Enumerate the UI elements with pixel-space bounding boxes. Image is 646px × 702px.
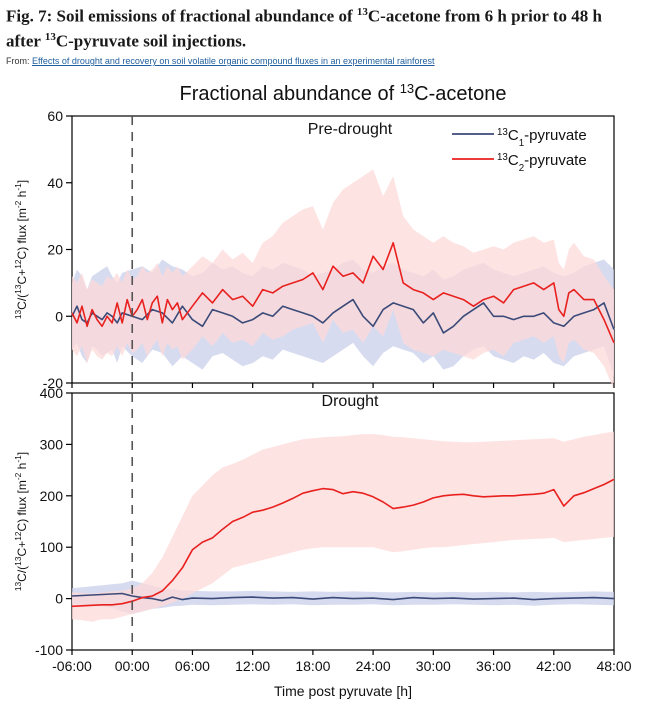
x-tick-label: 42:00: [536, 658, 571, 674]
legend-label-2: 13C2-pyruvate: [497, 152, 587, 174]
series-line-13C1-pyruvate: [71, 298, 615, 334]
panel-title: Pre-drought: [308, 121, 393, 138]
y-axis-label: 13C/(13C+12C) flux [m-2 h-1]: [13, 452, 29, 591]
x-tick-label: 36:00: [476, 658, 511, 674]
figure-title-sup-2: 13: [44, 30, 56, 43]
series-line-13C2-pyruvate: [71, 242, 615, 344]
panel-title: Drought: [322, 393, 379, 410]
y-tick-label: 100: [40, 539, 64, 555]
figure-title-part-b: C-acetone from 6 h prior to 48 h after: [6, 6, 602, 51]
figure-label: Fig. 7:: [6, 6, 53, 26]
x-tick-label: 30:00: [416, 658, 451, 674]
x-tick-label: 12:00: [235, 658, 270, 674]
y-tick-label: -100: [35, 642, 63, 658]
chart-title: Fractional abundance of 13C-acetone: [180, 81, 507, 106]
error-band-13C2-pyruvate: [72, 431, 614, 622]
x-tick-label: -06:00: [52, 658, 92, 674]
figure-title-sup-1: 13: [356, 6, 368, 18]
figure-title-part-c: C-pyruvate soil injections.: [55, 31, 247, 51]
y-tick-label: -20: [43, 375, 63, 391]
y-tick-label: 400: [40, 385, 64, 401]
legend-label-1: 13C1-pyruvate: [497, 127, 587, 149]
x-tick-label: 06:00: [175, 658, 210, 674]
panel-2: -100 0 100 200 300 400 Drought 13C/(13C+12C) fl…: [13, 385, 615, 658]
series-line-13C2-pyruvate: [71, 478, 615, 608]
y-tick-label: 200: [40, 488, 64, 504]
figure-title: Fig. 7: Soil emissions of fractional abu…: [6, 2, 636, 51]
source-link[interactable]: Effects of drought and recovery on soil …: [32, 56, 435, 66]
x-tick-label: 18:00: [295, 658, 330, 674]
x-axis-label: Time post pyruvate [h]: [274, 683, 412, 699]
y-tick-label: 300: [40, 436, 64, 452]
y-axis-label: 13C/(13C+12C) flux [m-2 h-1]: [13, 180, 29, 319]
error-band-13C2-pyruvate: [72, 169, 614, 390]
series-line-13C1-pyruvate: [71, 592, 615, 602]
y-tick-label: 20: [47, 242, 63, 258]
y-tick-label: 40: [47, 175, 63, 191]
x-tick-label: 00:00: [115, 658, 150, 674]
x-tick-label: 48:00: [596, 658, 631, 674]
y-tick-label: 0: [55, 591, 63, 607]
panel-1: -20 0 20 40 60 Pre-drought 13C/(13C+12C) flux …: [13, 108, 615, 391]
source-prefix: From:: [6, 56, 32, 66]
y-tick-label: 60: [47, 108, 63, 124]
x-tick-label: 24:00: [356, 658, 391, 674]
y-tick-label: 0: [55, 308, 63, 324]
source-line: From: Effects of drought and recovery on…: [6, 56, 435, 66]
figure-title-part-a: Soil emissions of fractional abundance o…: [52, 6, 357, 26]
